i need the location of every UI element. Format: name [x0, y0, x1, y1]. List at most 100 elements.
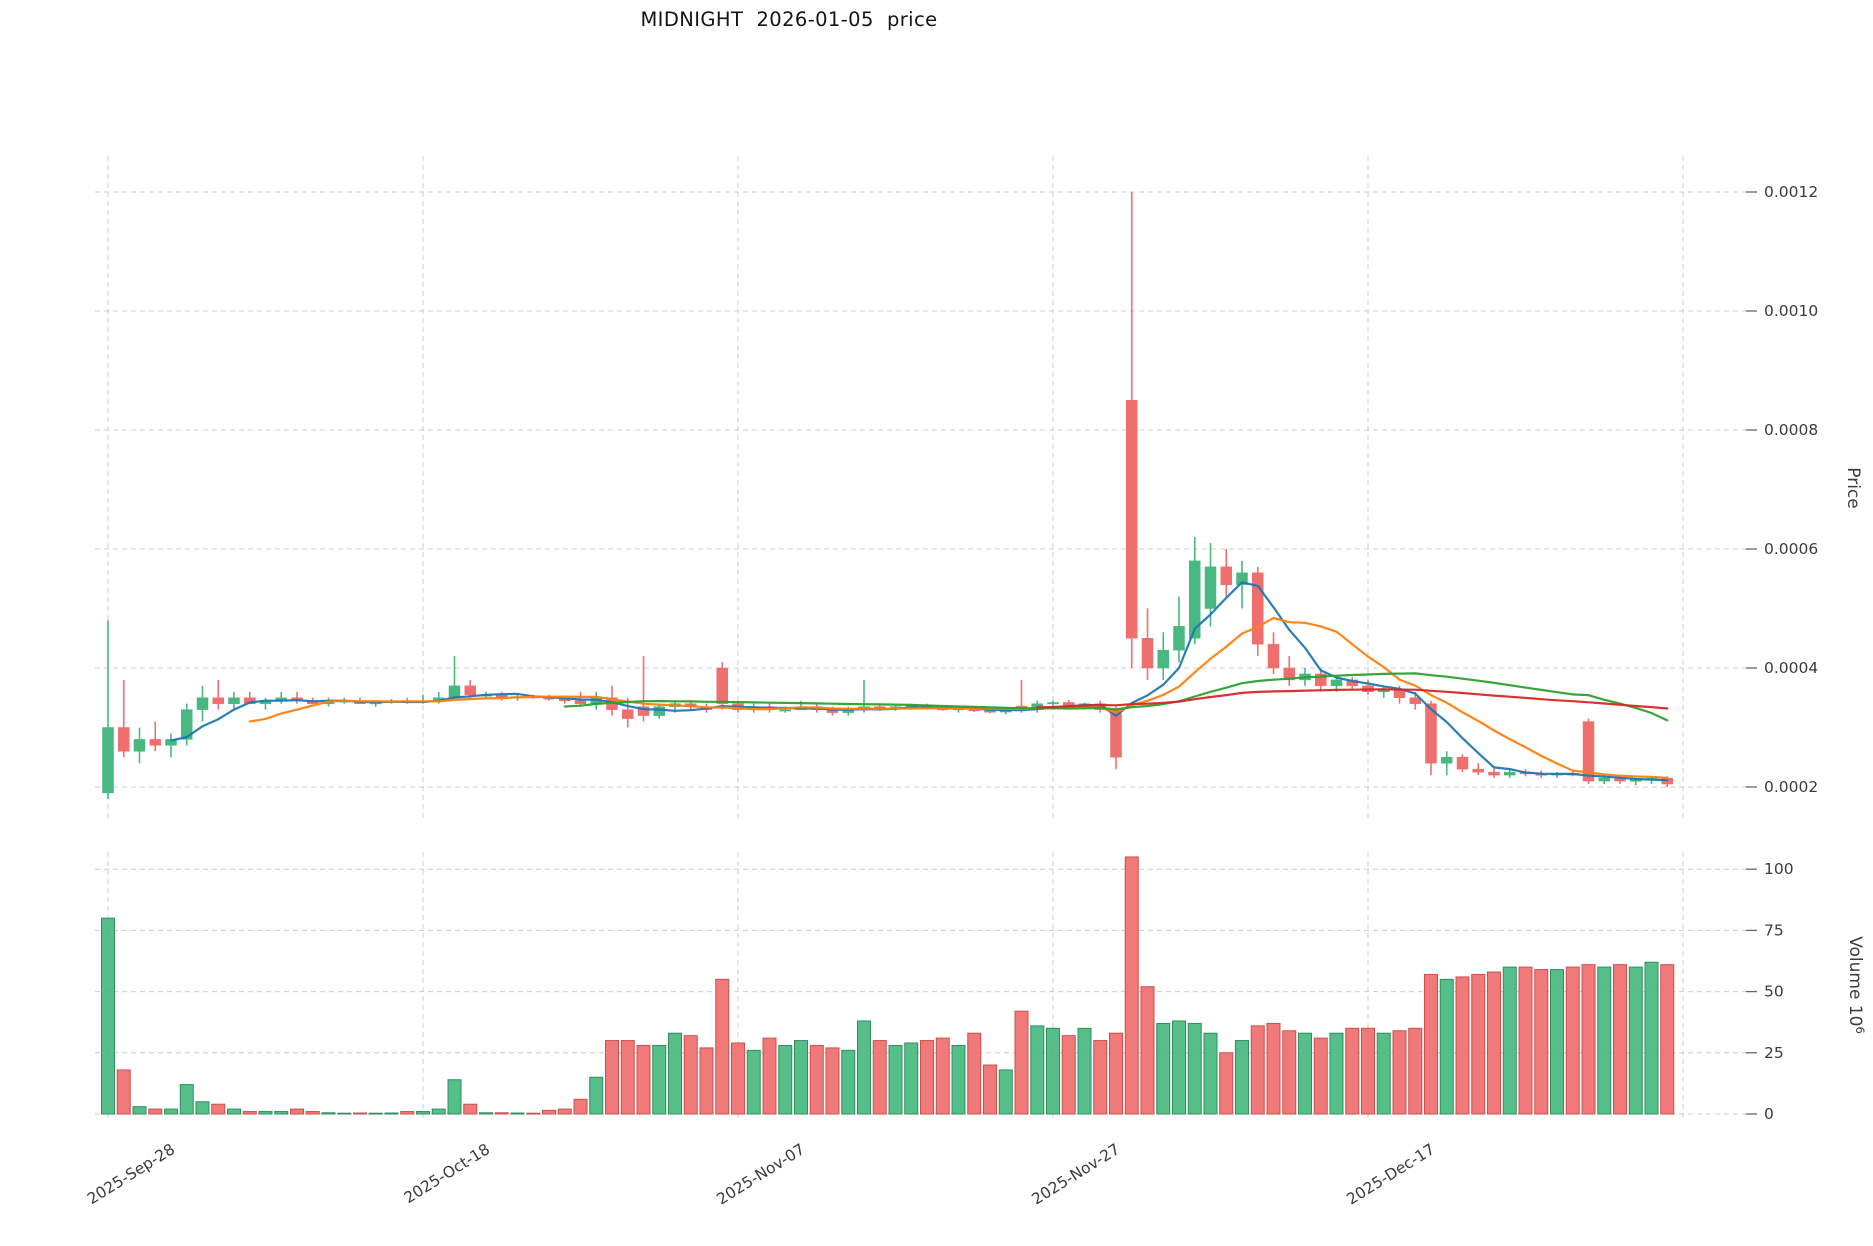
candle-body [1472, 768, 1484, 773]
volume-bar [951, 1044, 966, 1115]
candle-body [1141, 638, 1154, 669]
volume-bar [431, 1108, 446, 1115]
volume-bar [1313, 1037, 1328, 1115]
price-tick-label: 0.0008 [1764, 421, 1818, 439]
volume-bar [1203, 1032, 1218, 1115]
volume-bar [1093, 1040, 1108, 1115]
candle-body [149, 739, 161, 746]
volume-bar [920, 1040, 934, 1115]
volume-bar [526, 1112, 541, 1115]
volume-bars [101, 856, 1675, 1115]
volume-bar [1235, 1040, 1249, 1115]
volume-bar [1156, 1022, 1171, 1115]
volume-bar [857, 1020, 871, 1115]
volume-bar [1298, 1032, 1312, 1115]
candle-body [984, 710, 996, 713]
volume-bar [904, 1042, 919, 1115]
candle-body [212, 697, 224, 704]
volume-bar [935, 1037, 950, 1115]
volume-bar [1487, 971, 1501, 1115]
volume-bar [1408, 1027, 1423, 1115]
volume-bar [778, 1044, 793, 1115]
volume-bar [652, 1044, 667, 1115]
volume-bar [1392, 1030, 1407, 1115]
volume-tick-label: 50 [1764, 983, 1784, 1001]
candle-body [716, 667, 728, 704]
ma-line-10 [248, 616, 1669, 780]
volume-bar [998, 1069, 1013, 1115]
candle-body [1283, 667, 1295, 681]
axis-titles: Price Volume 106 [1843, 467, 1867, 1034]
candle-body [1504, 771, 1516, 776]
price-axis-title: Price [1843, 467, 1863, 508]
volume-bar [1644, 961, 1659, 1115]
volume-bar [1518, 966, 1533, 1115]
price-tick-label: 0.0010 [1764, 302, 1818, 320]
candle-body [653, 706, 665, 716]
volume-bar [1046, 1027, 1060, 1115]
candle-body [1456, 757, 1469, 770]
price-tick-label: 0.0002 [1764, 778, 1818, 796]
ma-line-60 [1036, 688, 1669, 710]
volume-bar [1471, 973, 1486, 1115]
candle-body [181, 709, 193, 740]
volume-bar [463, 1103, 478, 1115]
volume-bar [227, 1108, 241, 1115]
moving-average-lines [169, 581, 1669, 782]
volume-bar [132, 1106, 147, 1115]
volume-bar [179, 1084, 194, 1115]
volume-bar [148, 1108, 163, 1115]
volume-bar [1187, 1022, 1202, 1115]
volume-bar [242, 1111, 257, 1115]
candle-body [1220, 566, 1232, 585]
volume-bar [1565, 966, 1580, 1115]
volume-bar [1077, 1027, 1092, 1115]
volume-bar [1534, 969, 1549, 1115]
volume-bar [1628, 966, 1643, 1115]
candle-body [1252, 572, 1264, 645]
volume-bar [494, 1112, 509, 1115]
candle-body [779, 709, 791, 712]
price-tick-label: 0.0004 [1764, 659, 1818, 677]
volume-bar [605, 1040, 619, 1115]
candle-body [448, 685, 461, 698]
volume-bar [305, 1111, 320, 1115]
chart-title: MIDNIGHT 2026-01-05 price [640, 8, 938, 31]
volume-bar [1376, 1032, 1391, 1115]
volume-bar [1266, 1022, 1281, 1115]
volume-bar [715, 978, 730, 1115]
volume-bar [321, 1112, 336, 1115]
volume-bar [573, 1098, 588, 1115]
volume-bar [195, 1101, 210, 1115]
ma-line-5 [169, 581, 1669, 782]
candle-body [1598, 777, 1610, 782]
volume-bar [101, 917, 115, 1115]
candle-body [102, 727, 114, 794]
volume-bar [731, 1042, 745, 1115]
volume-bar [1660, 964, 1675, 1115]
volume-bar [510, 1112, 525, 1115]
volume-bar [258, 1111, 273, 1115]
volume-bar [1613, 964, 1627, 1115]
candle-body [1173, 626, 1185, 651]
x-tick-label: 2025-Oct-18 [401, 1140, 493, 1207]
price-tick-label: 0.0006 [1764, 540, 1818, 558]
volume-bar [794, 1040, 808, 1115]
volume-bar [589, 1076, 604, 1115]
right-axis-ticks: 0.0002 0.0004 0.0006 0.0008 0.0010 0.0012 0 25 5… [1746, 183, 1818, 1123]
volume-bar [353, 1112, 367, 1115]
volume-bar [1250, 1025, 1265, 1115]
volume-bar [1219, 1052, 1234, 1115]
volume-bar [479, 1112, 493, 1115]
x-axis-labels: 2025-Sep-28 2025-Oct-18 2025-Nov-07 2025-No… [84, 1140, 1438, 1208]
volume-bar [1282, 1030, 1297, 1115]
volume-bar [416, 1111, 430, 1115]
candle-body [1236, 572, 1248, 585]
candle-body [196, 697, 209, 710]
volume-bar [668, 1032, 682, 1115]
volume-bar [542, 1109, 556, 1115]
candle-body [1315, 673, 1327, 687]
volume-bar [1061, 1035, 1076, 1115]
volume-bar [683, 1035, 698, 1115]
